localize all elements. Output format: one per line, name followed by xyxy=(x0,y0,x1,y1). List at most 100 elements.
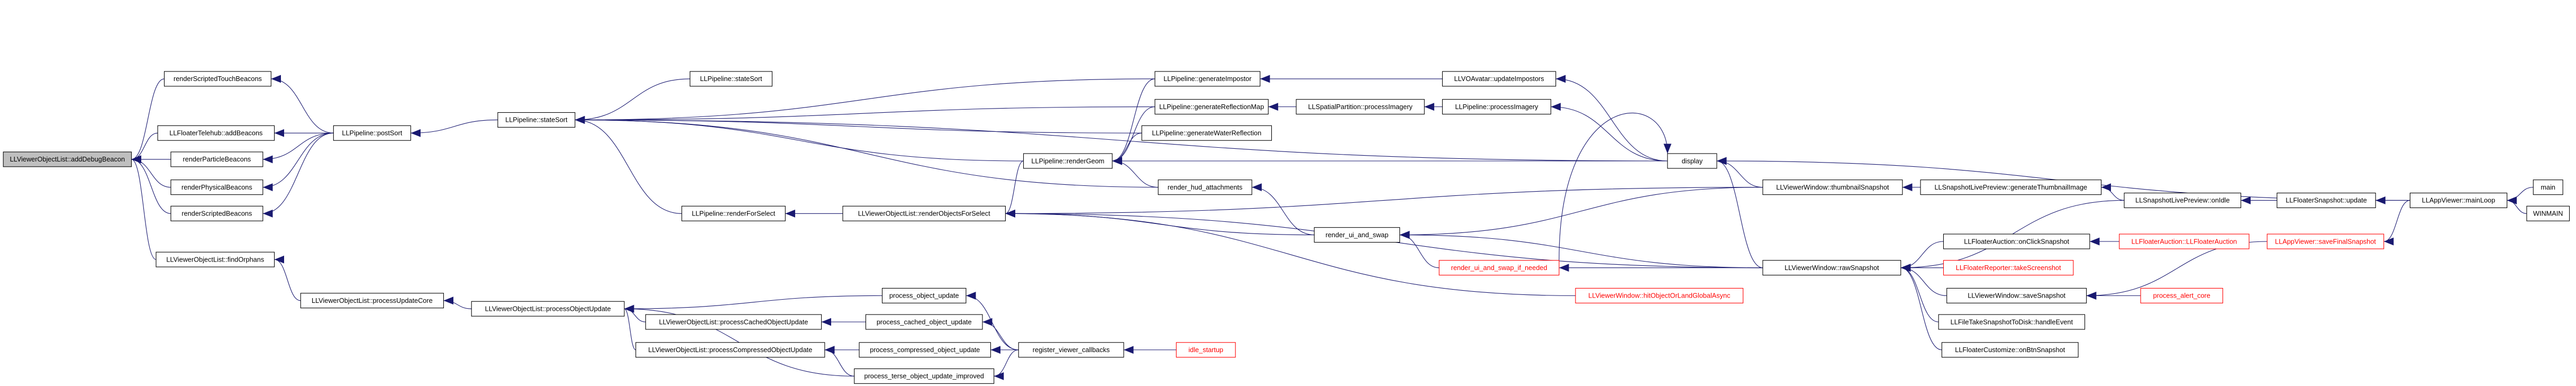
node-box xyxy=(170,179,263,195)
function-node[interactable]: process_cached_object_update xyxy=(865,314,983,330)
function-node[interactable]: idle_startup xyxy=(1176,342,1236,358)
function-node[interactable]: LLFloaterSnapshot::update xyxy=(2277,192,2376,208)
function-node[interactable]: LLViewerWindow::thumbnailSnapshot xyxy=(1762,179,1903,195)
node-label: WINMAIN xyxy=(2533,210,2563,218)
function-node[interactable]: LLViewerObjectList::addDebugBeacon xyxy=(3,151,132,167)
node-box xyxy=(881,288,967,303)
node-box xyxy=(1296,99,1425,115)
function-node[interactable]: process_terse_object_update_improved xyxy=(854,368,995,384)
function-node[interactable]: LLFloaterReporter::takeScreenshot xyxy=(1943,260,2074,276)
function-node[interactable]: register_viewer_callbacks xyxy=(1018,342,1124,358)
function-node[interactable]: LLFloaterTelehub::addBeacons xyxy=(157,125,275,141)
node-box xyxy=(854,368,995,384)
function-node[interactable]: LLPipeline::generateWaterReflection xyxy=(1141,125,1272,141)
call-edge xyxy=(1555,75,1668,161)
function-node[interactable]: LLPipeline::processImagery xyxy=(1442,99,1551,115)
function-node[interactable]: renderScriptedTouchBeacons xyxy=(163,71,271,87)
call-edge xyxy=(1112,78,1155,165)
function-node[interactable]: LLPipeline::stateSort xyxy=(497,112,576,128)
function-node[interactable]: LLFloaterAuction::onClickSnapshot xyxy=(1943,234,2090,249)
node-box xyxy=(2409,192,2508,208)
call-edge xyxy=(1112,132,1142,165)
function-node[interactable]: process_compressed_object_update xyxy=(859,342,991,358)
call-edge xyxy=(2507,187,2534,204)
function-node[interactable]: render_hud_attachments xyxy=(1158,179,1252,195)
function-node[interactable]: LLViewerWindow::rawSnapshot xyxy=(1762,260,1901,276)
function-node[interactable]: WINMAIN xyxy=(2526,205,2570,221)
node-box xyxy=(2277,192,2376,208)
node-box xyxy=(2266,234,2384,249)
function-node[interactable]: LLVOAvatar::updateImpostors xyxy=(1442,71,1556,87)
function-node[interactable]: LLSnapshotLivePreview::generateThumbnail… xyxy=(1920,179,2102,195)
function-node[interactable]: LLAppViewer::mainLoop xyxy=(2409,192,2508,208)
node-box xyxy=(1018,342,1124,358)
function-node[interactable]: LLViewerObjectList::processUpdateCore xyxy=(300,293,444,309)
function-node[interactable]: LLSnapshotLivePreview::onIdle xyxy=(2124,192,2242,208)
function-node[interactable]: LLViewerWindow::hitObjectOrLandGlobalAsy… xyxy=(1575,288,1744,303)
function-node[interactable]: LLFloaterCustomize::onBtnSnapshot xyxy=(1941,342,2079,358)
node-box xyxy=(645,314,822,330)
call-edge xyxy=(1559,112,1672,261)
call-edge xyxy=(824,346,854,376)
function-node[interactable]: LLViewerObjectList::processCachedObjectU… xyxy=(645,314,822,330)
call-edge xyxy=(131,78,165,164)
node-box xyxy=(471,301,625,317)
function-node[interactable]: LLViewerObjectList::processObjectUpdate xyxy=(471,301,625,317)
function-node[interactable]: LLViewerObjectList::processCompressedObj… xyxy=(635,342,825,358)
node-label: LLFloaterTelehub::addBeacons xyxy=(169,129,262,137)
function-node[interactable]: renderPhysicalBeacons xyxy=(170,179,263,195)
node-label: LLViewerWindow::thumbnailSnapshot xyxy=(1776,183,1889,191)
function-node[interactable]: renderParticleBeacons xyxy=(170,151,263,167)
node-label: process_compressed_object_update xyxy=(870,346,980,354)
node-label: LLAppViewer::saveFinalSnapshot xyxy=(2275,237,2376,245)
function-node[interactable]: main xyxy=(2533,179,2563,195)
call-edge xyxy=(1900,264,1939,322)
function-node[interactable]: LLPipeline::postSort xyxy=(333,125,411,141)
node-label: LLFloaterAuction::LLFloaterAuction xyxy=(2132,237,2237,245)
node-label: LLPipeline::generateReflectionMap xyxy=(1159,103,1264,111)
function-node[interactable]: LLPipeline::stateSort xyxy=(689,71,773,87)
node-label: LLPipeline::processImagery xyxy=(1455,103,1539,111)
node-label: process_terse_object_update_improved xyxy=(864,372,984,380)
function-node[interactable]: LLFloaterAuction::LLFloaterAuction xyxy=(2119,234,2250,249)
node-box xyxy=(1946,288,2087,303)
function-node[interactable]: LLPipeline::renderGeom xyxy=(1023,153,1113,169)
node-label: LLPipeline::generateWaterReflection xyxy=(1152,129,1261,137)
function-node[interactable]: LLFileTakeSnapshotToDisk::handleEvent xyxy=(1938,314,2086,330)
node-box xyxy=(1314,227,1400,243)
node-box xyxy=(842,205,1006,221)
node-label: display xyxy=(1682,157,1703,165)
node-label: LLViewerObjectList::renderObjectsForSele… xyxy=(858,210,990,218)
call-edge xyxy=(1399,187,1763,239)
function-node[interactable]: LLPipeline::generateImpostor xyxy=(1154,71,1261,87)
function-node[interactable]: process_alert_core xyxy=(2140,288,2223,303)
function-node[interactable]: display xyxy=(1667,153,1717,169)
function-node[interactable]: renderScriptedBeacons xyxy=(170,205,263,221)
node-box xyxy=(1141,125,1272,141)
function-node[interactable]: LLViewerWindow::saveSnapshot xyxy=(1946,288,2087,303)
node-box xyxy=(1154,99,1269,115)
function-node[interactable]: render_ui_and_swap xyxy=(1314,227,1400,243)
function-node[interactable]: LLViewerObjectList::findOrphans xyxy=(156,252,275,267)
node-label: renderScriptedTouchBeacons xyxy=(174,75,262,83)
function-node[interactable]: process_object_update xyxy=(881,288,967,303)
node-label: renderScriptedBeacons xyxy=(181,210,252,218)
function-node[interactable]: LLAppViewer::saveFinalSnapshot xyxy=(2266,234,2384,249)
call-edge xyxy=(1005,187,1763,218)
node-box xyxy=(157,125,275,141)
function-node[interactable]: LLPipeline::renderForSelect xyxy=(681,205,786,221)
function-node[interactable]: LLPipeline::generateReflectionMap xyxy=(1154,99,1269,115)
node-label: LLVOAvatar::updateImpostors xyxy=(1454,75,1544,83)
node-box xyxy=(1575,288,1744,303)
call-edge xyxy=(575,106,1155,124)
node-label: LLSnapshotLivePreview::generateThumbnail… xyxy=(1934,183,2087,191)
node-label: LLFloaterReporter::takeScreenshot xyxy=(1956,264,2061,272)
function-node[interactable]: render_ui_and_swap_if_needed xyxy=(1439,260,1560,276)
node-box xyxy=(1762,260,1901,276)
node-box xyxy=(2124,192,2242,208)
node-box xyxy=(1158,179,1252,195)
node-box xyxy=(689,71,773,87)
function-node[interactable]: LLViewerObjectList::renderObjectsForSele… xyxy=(842,205,1006,221)
node-label: LLViewerWindow::hitObjectOrLandGlobalAsy… xyxy=(1588,292,1731,300)
function-node[interactable]: LLSpatialPartition::processImagery xyxy=(1296,99,1425,115)
